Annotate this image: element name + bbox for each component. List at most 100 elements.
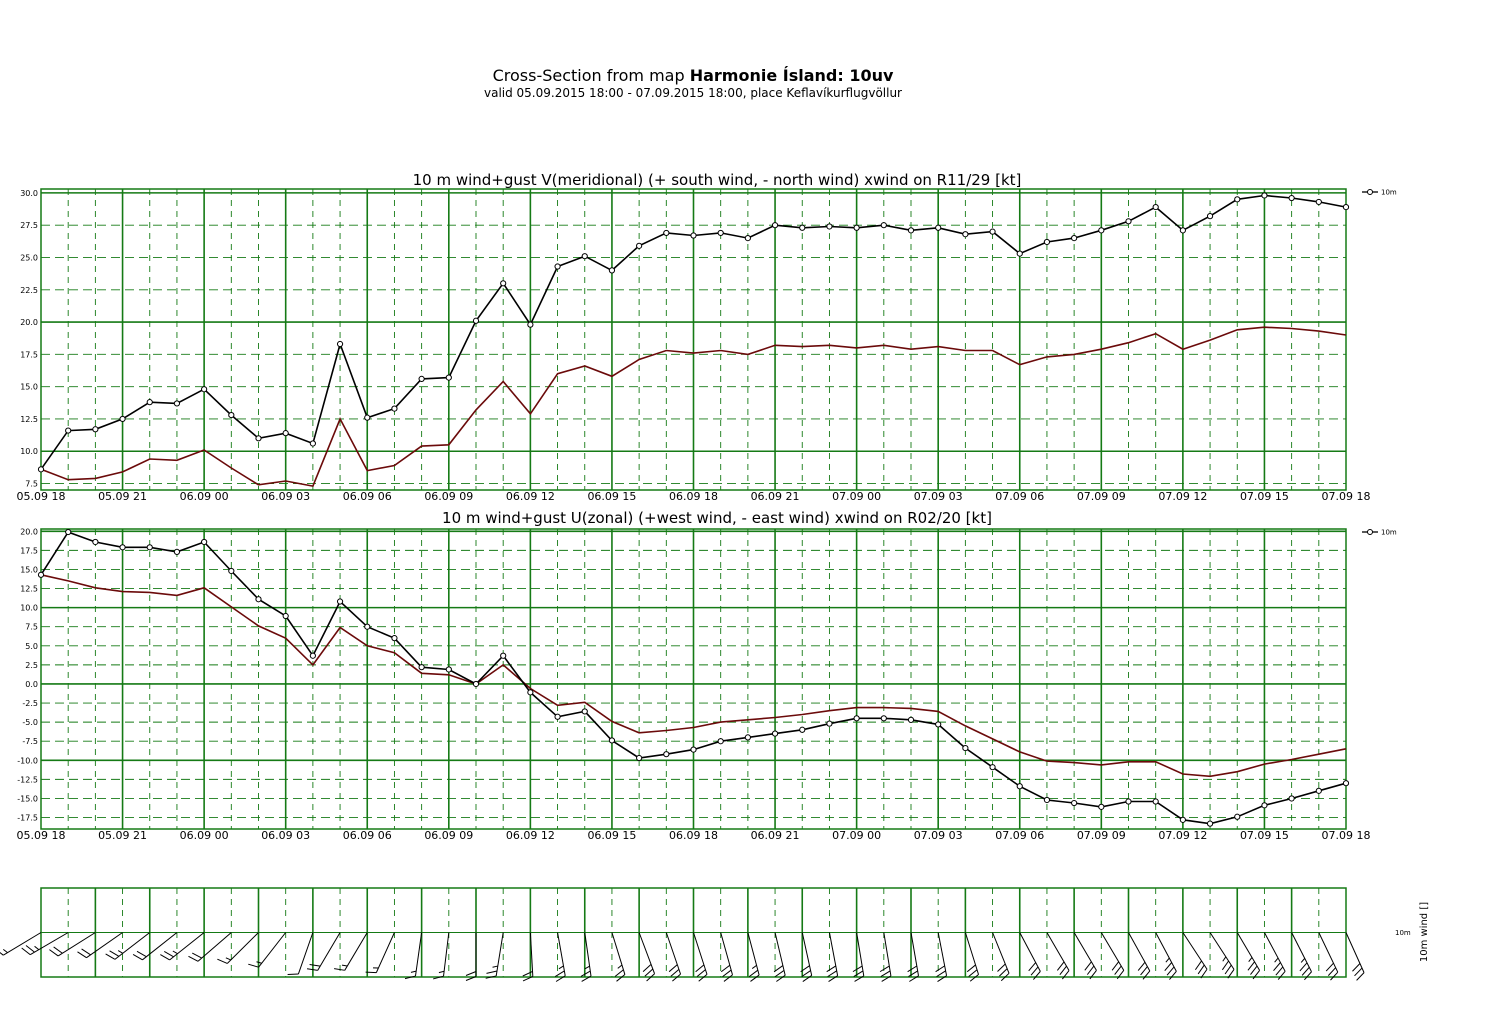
data-point — [935, 721, 942, 728]
data-point — [581, 253, 588, 260]
barb-staff — [584, 932, 592, 977]
barb-feather — [53, 946, 63, 954]
barb-feather — [879, 965, 890, 973]
y-tick-label: -12.5 — [17, 775, 38, 784]
barb-staff — [1263, 932, 1286, 972]
barb-feather — [935, 965, 945, 973]
barb-staff — [557, 932, 566, 976]
barb-feather — [1327, 967, 1336, 976]
barb-feather — [1301, 966, 1310, 976]
wind-barb — [852, 932, 865, 982]
barb-feather — [1356, 972, 1365, 981]
data-point — [173, 548, 181, 556]
data-point — [173, 400, 181, 407]
data-point — [391, 635, 398, 642]
data-point — [1016, 783, 1023, 790]
chart-panel-2: -17.5 -15.0 -12.5 -10.0 -7.5 -5.0 -2.5 0.0 2.5 5.… — [17, 509, 1397, 842]
data-point — [418, 664, 425, 671]
barb-row-label: 10m — [1395, 929, 1411, 937]
barb-feather — [826, 965, 837, 973]
wind-barb — [638, 932, 656, 982]
barb-feather — [1166, 966, 1175, 976]
barb-feather — [1354, 967, 1363, 977]
barb-feather — [486, 970, 498, 974]
data-point — [608, 737, 616, 744]
x-tick-label: 07.09 00 — [832, 829, 881, 842]
barb-staff — [86, 932, 123, 959]
data-point — [255, 435, 262, 442]
data-point — [989, 764, 996, 771]
wind-barb — [1263, 932, 1286, 980]
barb-axis-label: 10m wind [] — [1419, 902, 1430, 962]
x-tick-label: 07.09 06 — [995, 490, 1044, 503]
wind-barb — [188, 932, 232, 962]
wind-barb — [992, 932, 1010, 982]
barb-feather — [132, 954, 143, 961]
y-tick-label: 20.0 — [20, 318, 38, 327]
x-tick-label: 07.09 06 — [995, 829, 1044, 842]
y-tick-label: 15.0 — [20, 565, 38, 574]
barb-feather — [1059, 965, 1067, 976]
barb-feather — [1227, 969, 1235, 979]
wind-barb — [404, 932, 423, 980]
x-tick-label: 06.09 15 — [587, 829, 636, 842]
x-tick-label: 05.09 21 — [98, 829, 147, 842]
barb-half-feather — [438, 970, 445, 974]
barb-feather — [1197, 964, 1205, 975]
data-point — [907, 716, 915, 723]
barb-feather — [1224, 964, 1232, 975]
barb-feather — [909, 975, 919, 982]
barb-feather — [21, 947, 31, 956]
barb-feather — [695, 964, 705, 973]
wind-barb — [77, 932, 123, 959]
barb-feather — [853, 970, 864, 977]
barb-staff — [828, 932, 839, 976]
barb-feather — [160, 954, 170, 961]
x-tick-label: 06.09 18 — [669, 829, 718, 842]
data-point — [336, 340, 344, 348]
data-point — [472, 680, 480, 688]
data-point — [826, 223, 833, 230]
y-tick-label: 12.5 — [20, 585, 38, 594]
data-point — [228, 411, 235, 419]
barb-feather — [404, 975, 416, 980]
data-point — [554, 713, 561, 720]
barb-feather — [309, 963, 321, 967]
barb-staff — [169, 932, 205, 961]
x-tick-label: 06.09 12 — [506, 490, 555, 503]
data-point — [1261, 802, 1268, 809]
y-tick-label: -2.5 — [22, 699, 38, 708]
data-point — [282, 612, 289, 620]
wind-barb — [879, 932, 892, 982]
barb-feather — [465, 971, 477, 976]
wind-barb — [1318, 932, 1339, 981]
barb-feather — [0, 952, 4, 956]
barb-staff — [720, 932, 733, 976]
data-point — [282, 430, 289, 437]
barb-feather — [77, 951, 87, 959]
data-point — [1043, 796, 1051, 804]
barb-feather — [1116, 970, 1125, 980]
barb-half-feather — [34, 945, 40, 951]
barb-feather — [1352, 963, 1361, 972]
legend-marker — [1367, 529, 1373, 535]
barb-feather — [1000, 972, 1010, 982]
wind-barb — [720, 932, 733, 982]
data-point — [65, 427, 72, 434]
data-point — [1152, 203, 1159, 211]
barb-half-feather — [117, 950, 124, 954]
barb-staff — [226, 932, 259, 964]
wind-barb — [1345, 932, 1365, 981]
wind-barb — [800, 932, 813, 982]
data-point — [1315, 198, 1322, 206]
barb-feather — [1142, 970, 1151, 980]
figure-title-bold: Harmonie Ísland: 10uv — [689, 66, 894, 85]
barb-staff — [1128, 932, 1151, 972]
wind-barb — [935, 932, 948, 982]
data-point — [201, 538, 208, 546]
x-tick-label: 07.09 18 — [1322, 490, 1371, 503]
barb-staff — [856, 932, 865, 976]
data-point — [962, 744, 969, 752]
data-point — [1179, 816, 1186, 823]
data-point — [744, 734, 751, 741]
